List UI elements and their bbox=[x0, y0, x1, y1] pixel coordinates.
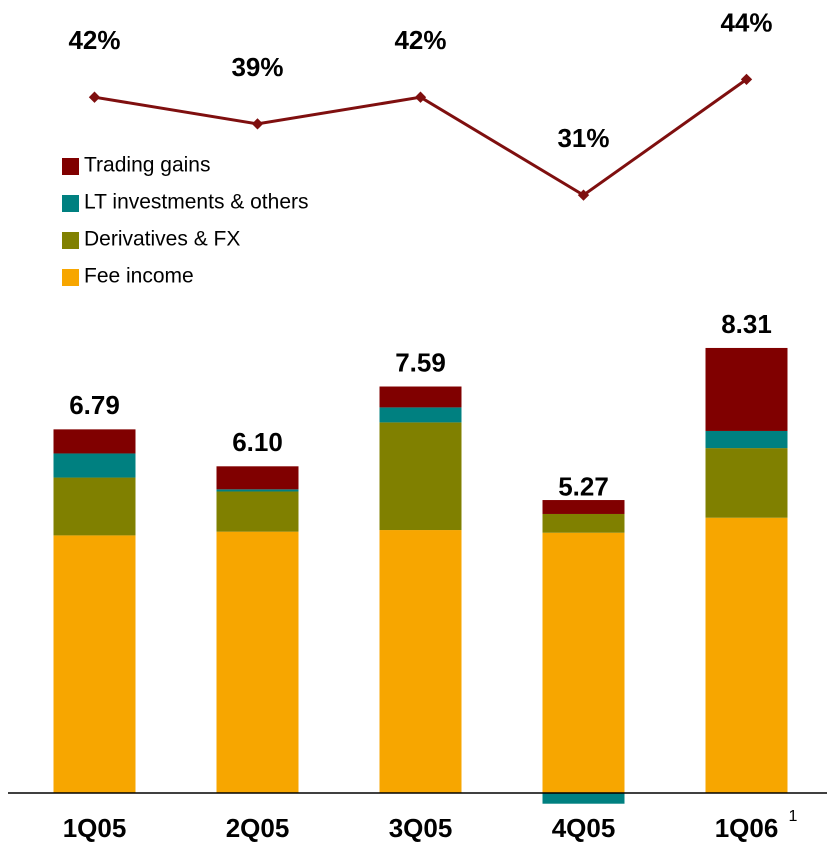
bar-segment bbox=[216, 491, 299, 532]
total-label: 5.27 bbox=[558, 472, 609, 502]
legend-label: Trading gains bbox=[84, 154, 210, 177]
legend-swatch bbox=[62, 269, 79, 286]
x-tick-label: 1Q05 bbox=[63, 813, 127, 843]
total-label: 7.59 bbox=[395, 347, 446, 377]
bar-segment bbox=[542, 532, 625, 793]
bar-segment bbox=[379, 386, 462, 408]
superscript: 1 bbox=[789, 808, 798, 825]
ratio-label: 42% bbox=[394, 25, 446, 55]
bar-segment bbox=[542, 513, 625, 533]
x-tick-label: 2Q05 bbox=[226, 813, 290, 843]
legend-swatch bbox=[62, 158, 79, 175]
total-label: 6.10 bbox=[232, 427, 283, 457]
ratio-label: 39% bbox=[231, 52, 283, 82]
bar-segment bbox=[705, 347, 788, 431]
bar-segment bbox=[705, 448, 788, 518]
total-label: 6.79 bbox=[69, 390, 120, 420]
legend-label: Derivatives & FX bbox=[84, 228, 240, 251]
bar-segment bbox=[379, 407, 462, 423]
bar-segment bbox=[542, 500, 625, 514]
bar-segment bbox=[53, 453, 136, 478]
legend-swatch bbox=[62, 195, 79, 212]
bar-segment bbox=[216, 531, 299, 793]
x-tick-label: 4Q05 bbox=[552, 813, 616, 843]
bar-segment bbox=[705, 430, 788, 449]
bar-segment bbox=[379, 530, 462, 793]
bar-segment bbox=[53, 535, 136, 793]
legend-label: LT investments & others bbox=[84, 191, 309, 214]
bar-segment bbox=[705, 517, 788, 793]
x-tick-label: 3Q05 bbox=[389, 813, 453, 843]
ratio-marker bbox=[251, 118, 264, 130]
bar-segment bbox=[53, 477, 136, 536]
x-tick-label: 1Q06 bbox=[715, 813, 779, 843]
ratio-marker bbox=[88, 91, 101, 103]
bar-segment bbox=[379, 422, 462, 531]
bar-segment bbox=[216, 489, 299, 492]
ratio-label: 44% bbox=[720, 7, 772, 37]
bar-segment bbox=[542, 793, 625, 804]
legend-swatch bbox=[62, 232, 79, 249]
total-label: 8.31 bbox=[721, 309, 772, 339]
legend-label: Fee income bbox=[84, 265, 194, 288]
ratio-marker bbox=[577, 189, 590, 201]
bar-segment bbox=[216, 466, 299, 490]
bar-segment bbox=[53, 429, 136, 454]
ratio-label: 31% bbox=[557, 123, 609, 153]
ratio-label: 42% bbox=[68, 25, 120, 55]
